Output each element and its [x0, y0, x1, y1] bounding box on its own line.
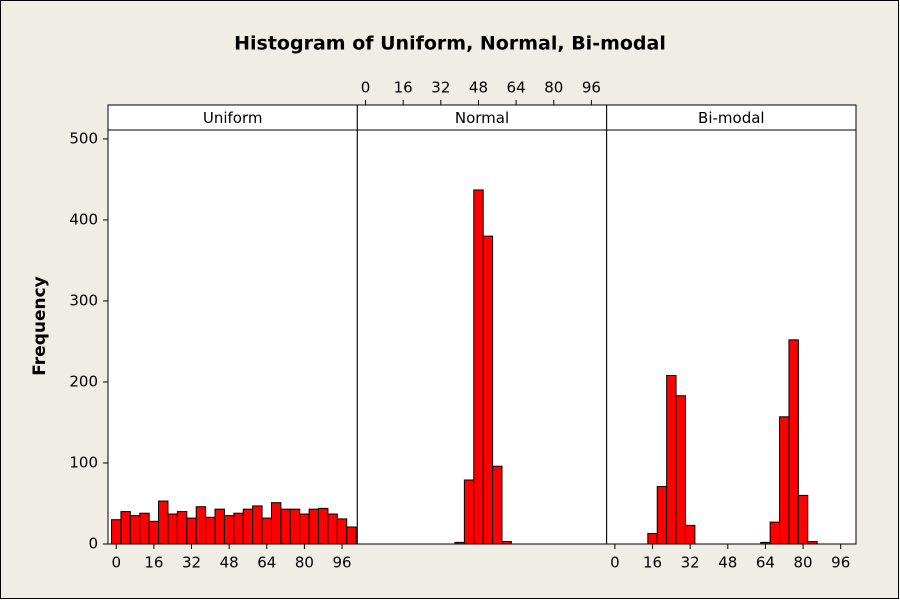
bar: [186, 517, 197, 545]
bar: [666, 374, 677, 545]
y-tick-label: 300: [69, 291, 98, 309]
bar: [242, 508, 254, 545]
y-tick-label: 0: [88, 535, 98, 553]
panel-label: Normal: [455, 109, 509, 127]
bar: [252, 505, 263, 545]
panel-label: Uniform: [203, 109, 263, 127]
bar: [327, 513, 338, 545]
bar: [318, 507, 329, 545]
x-tick-label: 32: [431, 79, 450, 97]
bar: [223, 515, 235, 545]
bar: [261, 517, 272, 545]
bar: [195, 506, 207, 545]
bar: [647, 532, 658, 545]
bar: [769, 521, 781, 545]
bar: [788, 339, 799, 545]
panel: [606, 129, 857, 545]
bar: [289, 508, 301, 545]
y-tick-label: 500: [69, 129, 98, 147]
bar: [346, 526, 357, 545]
bar: [473, 189, 484, 545]
bar: [205, 516, 216, 545]
x-tick-label: 32: [182, 554, 201, 572]
x-tick-label: 64: [257, 554, 276, 572]
panel-label: Bi-modal: [698, 109, 765, 127]
x-tick-label: 48: [718, 554, 737, 572]
bar: [299, 513, 310, 545]
bar: [482, 235, 494, 545]
bar: [280, 508, 291, 545]
x-tick-label: 96: [332, 554, 351, 572]
bar: [797, 494, 809, 545]
x-tick-label: 80: [794, 554, 813, 572]
bar: [760, 541, 771, 545]
bar: [463, 479, 475, 545]
y-tick-label: 100: [69, 453, 98, 471]
bar: [111, 519, 122, 545]
bar: [807, 541, 818, 545]
bar: [148, 520, 160, 545]
panel-header: [606, 104, 857, 131]
x-tick-label: 48: [220, 554, 239, 572]
bar: [158, 500, 169, 545]
chart-title: Histogram of Uniform, Normal, Bi-modal: [234, 33, 666, 55]
bar: [129, 515, 141, 545]
bar: [779, 416, 790, 545]
x-tick-label: 64: [756, 554, 775, 572]
bar: [308, 508, 320, 545]
x-tick-label: 80: [544, 79, 563, 97]
panel-header: [356, 104, 608, 131]
y-axis-label: Frequency: [30, 276, 50, 376]
x-tick-label: 32: [681, 554, 700, 572]
x-tick-label: 16: [643, 554, 662, 572]
bar: [214, 508, 225, 545]
bar: [501, 541, 512, 545]
x-tick-label: 48: [469, 79, 488, 97]
x-tick-label: 64: [507, 79, 526, 97]
x-tick-label: 0: [610, 554, 620, 572]
bar: [233, 512, 244, 545]
bar: [684, 524, 696, 545]
x-tick-label: 16: [144, 554, 163, 572]
bar: [176, 511, 188, 545]
bar: [656, 485, 668, 545]
x-tick-label: 0: [111, 554, 121, 572]
bar: [336, 518, 348, 545]
bar: [120, 511, 131, 545]
x-tick-label: 96: [831, 554, 850, 572]
x-tick-label: 96: [582, 79, 601, 97]
bar: [139, 512, 150, 545]
panel: [107, 129, 358, 545]
x-tick-label: 16: [394, 79, 413, 97]
bar: [492, 465, 503, 545]
y-tick-label: 400: [69, 210, 98, 228]
bar: [167, 513, 178, 545]
bar: [675, 395, 686, 545]
y-tick-label: 200: [69, 372, 98, 390]
bar: [270, 502, 282, 545]
bar: [454, 541, 465, 545]
x-tick-label: 0: [361, 79, 371, 97]
x-tick-label: 80: [295, 554, 314, 572]
